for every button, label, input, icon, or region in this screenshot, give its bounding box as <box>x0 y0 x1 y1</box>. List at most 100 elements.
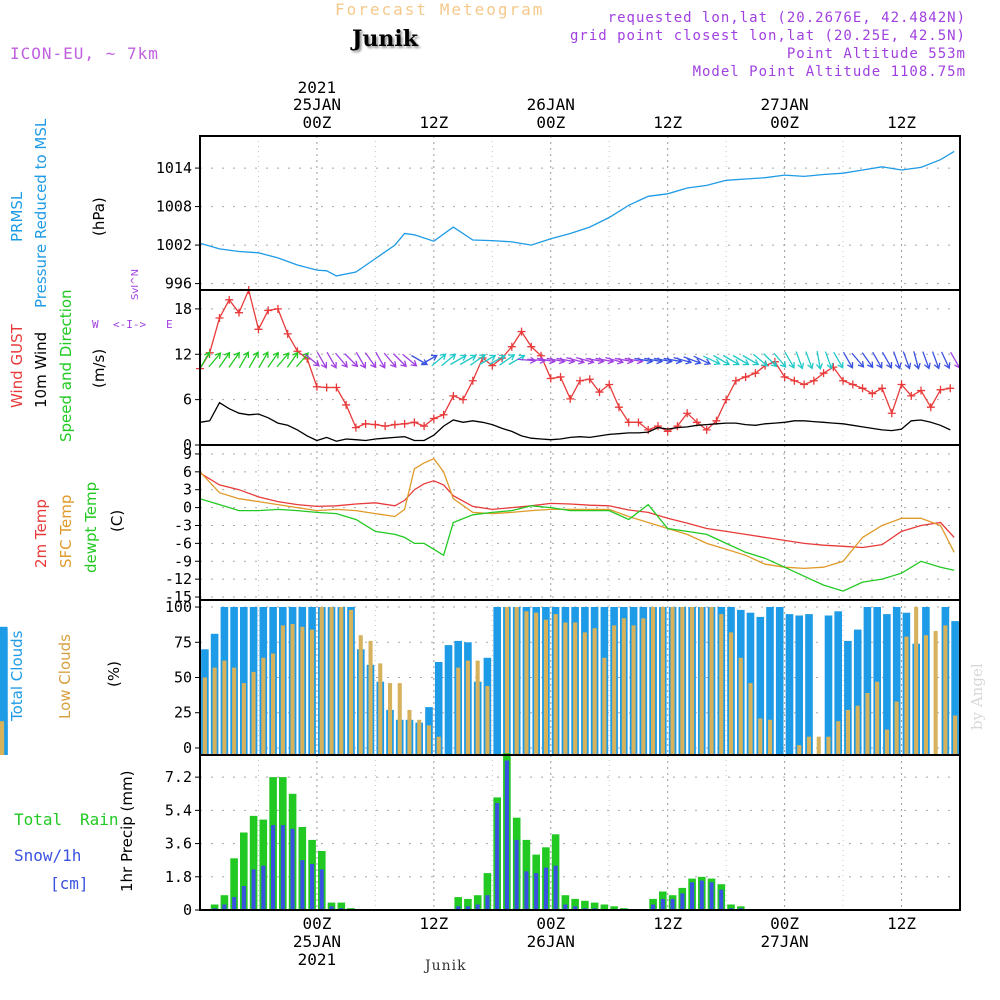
gust-marker <box>897 380 906 389</box>
gust-marker <box>780 372 789 381</box>
bar-clouds-1 <box>758 718 763 755</box>
bar-clouds-1 <box>699 607 704 755</box>
y-tick-label: 50 <box>174 669 192 687</box>
bar-precipitation-1 <box>310 863 315 910</box>
bottom-axis-hour: 00Z <box>770 914 799 933</box>
compass-e: E <box>166 318 173 331</box>
wind-direction-arrow <box>238 351 250 369</box>
wind-direction-arrow <box>773 352 787 368</box>
top-axis-hour: 00Z <box>536 113 565 132</box>
bar-clouds-1 <box>690 607 695 755</box>
bar-clouds-1 <box>816 736 821 755</box>
wind-direction-arrow <box>913 351 921 370</box>
wind-direction-arrow <box>499 354 516 366</box>
bar-precipitation-1 <box>475 904 480 910</box>
bar-clouds-1 <box>855 705 860 755</box>
temp-unit: (C) <box>108 509 126 532</box>
bar-clouds-0 <box>805 614 813 755</box>
bar-precipitation-0 <box>649 898 657 910</box>
bar-clouds-1 <box>953 715 958 755</box>
bar-precipitation-1 <box>232 897 237 910</box>
wind-direction-arrow <box>872 351 883 369</box>
bar-clouds-1 <box>806 736 811 755</box>
bar-clouds-1 <box>485 686 490 755</box>
bottom-axis-hour: 12Z <box>887 914 916 933</box>
wind-direction-arrow <box>833 351 844 369</box>
wind-direction-arrow <box>902 351 912 370</box>
gust-marker <box>351 423 360 432</box>
wind-direction-arrow <box>286 351 299 368</box>
requested-coords: requested lon,lat (20.2676E, 42.4842N) <box>607 10 966 26</box>
bar-precipitation-1 <box>573 906 578 910</box>
gust-marker <box>449 391 458 400</box>
bar-clouds-0 <box>240 607 248 755</box>
bar-precipitation-1 <box>251 869 256 910</box>
gust-marker <box>371 420 380 429</box>
bar-clouds-1 <box>310 629 315 755</box>
wind-direction-arrow <box>824 351 834 370</box>
gust-marker <box>624 418 633 427</box>
panel-frame-pressure <box>199 135 961 291</box>
y-tick-label: 12 <box>174 345 192 363</box>
gridpoint-coords: grid point closest lon,lat (20.25E, 42.5… <box>569 28 966 44</box>
wind-direction-arrow <box>722 354 740 366</box>
watermark: by Angel <box>968 663 986 730</box>
bar-clouds-1 <box>202 677 207 755</box>
gust-marker <box>936 385 945 394</box>
gust-marker <box>741 372 750 381</box>
top-axis-hour: 12Z <box>653 113 682 132</box>
bar-clouds-1 <box>768 719 773 755</box>
pressure-label-1: PRMSL <box>8 191 26 242</box>
y-tick-label: 0 <box>183 499 192 517</box>
bar-precipitation-1 <box>485 895 490 910</box>
gust-marker <box>576 376 584 385</box>
bar-clouds-0 <box>834 611 842 755</box>
y-tick-label: -3 <box>174 516 192 534</box>
bar-clouds-0 <box>756 616 765 755</box>
y-tick-label: 1002 <box>156 236 192 254</box>
bar-clouds-1 <box>426 725 431 755</box>
bar-precipitation-1 <box>329 906 334 910</box>
bar-clouds-1 <box>670 607 675 755</box>
compass-caret: ^ <box>130 276 141 285</box>
point-altitude: Point Altitude 553m <box>786 46 966 62</box>
y-tick-label: -6 <box>174 534 192 552</box>
temp-label: 2m Temp <box>32 499 50 568</box>
bar-clouds-1 <box>933 631 938 755</box>
top-axis-year: 2021 <box>298 78 337 97</box>
wind-direction-arrow <box>851 352 865 368</box>
bar-clouds-1 <box>475 660 480 755</box>
bar-clouds-1 <box>894 701 899 755</box>
top-axis-date: 25JAN <box>293 95 341 114</box>
wind-direction-arrow <box>795 351 805 370</box>
y-tick-label: 1.8 <box>165 868 192 886</box>
bar-precipitation-0 <box>259 819 268 910</box>
bar-precipitation-1 <box>699 880 704 910</box>
bar-clouds-1 <box>524 611 529 755</box>
series-line <box>199 457 955 570</box>
bar-precipitation-1 <box>300 860 305 910</box>
y-tick-label: 6 <box>183 391 192 409</box>
bar-clouds-1 <box>621 618 626 755</box>
bar-clouds-1 <box>719 614 724 755</box>
total-clouds-label: Total Clouds <box>8 630 26 721</box>
gust-marker <box>790 376 799 385</box>
gust-marker <box>381 422 390 431</box>
wind-direction-arrow <box>527 356 547 364</box>
bar-precipitation-1 <box>456 906 461 910</box>
model-altitude: Model Point Altitude 1108.75m <box>692 64 966 80</box>
rain-label-total: Total <box>14 810 63 829</box>
bar-clouds-1 <box>592 628 597 755</box>
gust-marker <box>215 313 224 322</box>
wind-direction-arrow <box>861 352 874 369</box>
wind-direction-arrow <box>892 351 902 370</box>
bar-clouds-1 <box>943 625 948 755</box>
compass-ew-arrow: <-I-> <box>113 318 147 331</box>
wind-direction-arrow <box>392 353 408 368</box>
bar-precipitation-0 <box>561 895 570 910</box>
bar-clouds-1 <box>543 619 548 755</box>
bar-clouds-1 <box>514 607 519 755</box>
wind-direction-arrow <box>304 353 320 367</box>
bar-clouds-1 <box>738 657 743 755</box>
wind-direction-arrow <box>479 354 497 366</box>
